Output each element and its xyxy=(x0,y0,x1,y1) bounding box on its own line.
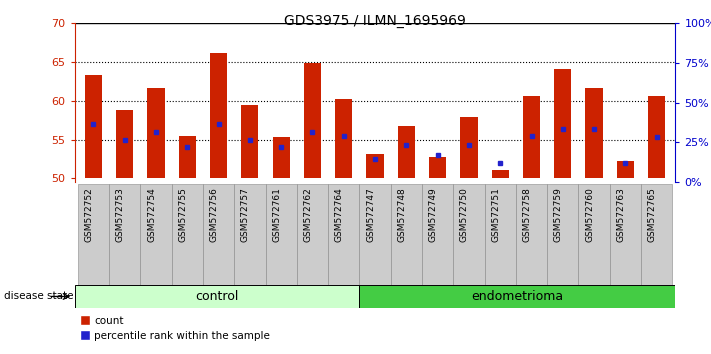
FancyBboxPatch shape xyxy=(265,184,296,285)
Text: GSM572755: GSM572755 xyxy=(178,187,187,242)
Bar xyxy=(366,154,384,178)
FancyBboxPatch shape xyxy=(234,184,265,285)
Bar xyxy=(554,69,572,178)
Bar xyxy=(335,99,353,178)
FancyBboxPatch shape xyxy=(328,184,359,285)
Text: endometrioma: endometrioma xyxy=(471,290,564,303)
Bar xyxy=(491,170,509,178)
FancyBboxPatch shape xyxy=(77,184,109,285)
FancyBboxPatch shape xyxy=(203,184,234,285)
Bar xyxy=(147,87,165,178)
Text: GSM572749: GSM572749 xyxy=(429,187,438,242)
FancyBboxPatch shape xyxy=(109,184,140,285)
Text: GSM572763: GSM572763 xyxy=(616,187,626,242)
Text: GSM572750: GSM572750 xyxy=(460,187,469,242)
FancyBboxPatch shape xyxy=(359,285,675,308)
Bar xyxy=(616,161,634,178)
Bar xyxy=(210,53,228,178)
Text: GSM572761: GSM572761 xyxy=(272,187,281,242)
Bar xyxy=(272,137,290,178)
Bar xyxy=(304,63,321,178)
FancyBboxPatch shape xyxy=(579,184,610,285)
Bar xyxy=(241,104,259,178)
Text: GSM572754: GSM572754 xyxy=(147,187,156,242)
Text: GSM572756: GSM572756 xyxy=(210,187,218,242)
Legend: count, percentile rank within the sample: count, percentile rank within the sample xyxy=(76,312,274,345)
Bar xyxy=(85,75,102,178)
Text: GSM572764: GSM572764 xyxy=(335,187,343,242)
Text: GSM572760: GSM572760 xyxy=(585,187,594,242)
Text: GSM572762: GSM572762 xyxy=(304,187,312,242)
Text: GSM572759: GSM572759 xyxy=(554,187,563,242)
Text: GSM572758: GSM572758 xyxy=(523,187,532,242)
FancyBboxPatch shape xyxy=(485,184,516,285)
FancyBboxPatch shape xyxy=(359,184,391,285)
Bar xyxy=(397,126,415,178)
Text: GDS3975 / ILMN_1695969: GDS3975 / ILMN_1695969 xyxy=(284,14,466,28)
Text: GSM572752: GSM572752 xyxy=(85,187,93,242)
Bar xyxy=(523,96,540,178)
Bar xyxy=(178,136,196,178)
FancyBboxPatch shape xyxy=(547,184,579,285)
Text: GSM572753: GSM572753 xyxy=(116,187,124,242)
FancyBboxPatch shape xyxy=(422,184,454,285)
FancyBboxPatch shape xyxy=(516,184,547,285)
Bar xyxy=(429,158,447,178)
Text: disease state: disease state xyxy=(4,291,73,302)
Text: control: control xyxy=(196,290,239,303)
FancyBboxPatch shape xyxy=(610,184,641,285)
FancyBboxPatch shape xyxy=(171,184,203,285)
Text: GSM572747: GSM572747 xyxy=(366,187,375,242)
Bar xyxy=(116,110,134,178)
Bar xyxy=(648,96,665,178)
FancyBboxPatch shape xyxy=(454,184,485,285)
FancyBboxPatch shape xyxy=(75,285,359,308)
Text: GSM572748: GSM572748 xyxy=(397,187,407,242)
FancyBboxPatch shape xyxy=(140,184,171,285)
Bar xyxy=(460,117,478,178)
FancyBboxPatch shape xyxy=(296,184,328,285)
FancyBboxPatch shape xyxy=(641,184,673,285)
Bar xyxy=(585,87,603,178)
FancyBboxPatch shape xyxy=(391,184,422,285)
Text: GSM572757: GSM572757 xyxy=(241,187,250,242)
Text: GSM572765: GSM572765 xyxy=(648,187,657,242)
Text: GSM572751: GSM572751 xyxy=(491,187,501,242)
